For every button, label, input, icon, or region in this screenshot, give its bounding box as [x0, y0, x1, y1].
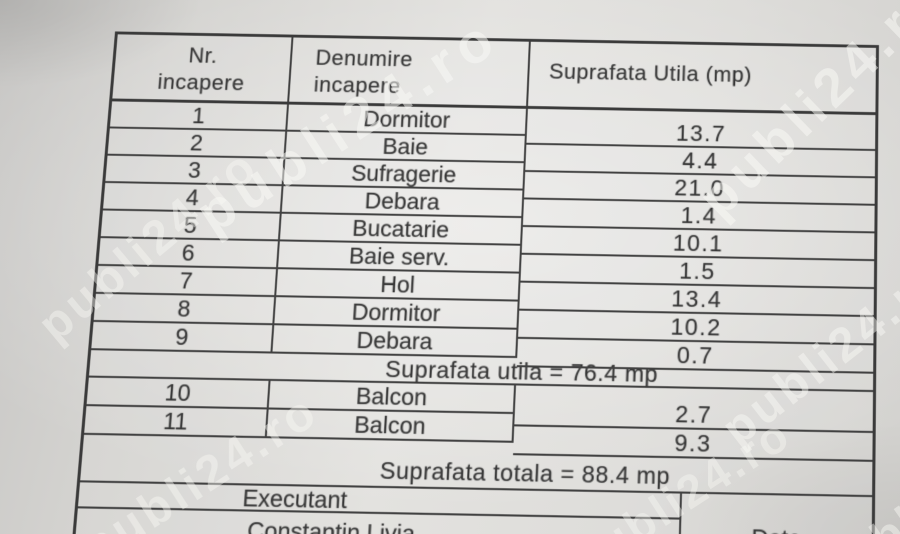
data-label-cell: Data [680, 494, 872, 534]
table-border: Nr. incapere Denumire incapere Suprafata… [70, 31, 879, 534]
room-name: Dormitor [287, 105, 528, 136]
room-name: Sufragerie [284, 159, 526, 191]
room-number: 6 [98, 238, 280, 269]
rooms-left-columns: 1 Dormitor 2 Baie 3 Sufragerie 4 Debara [91, 101, 528, 358]
room-number: 1 [110, 101, 289, 131]
header-room-number-line2: incapere [113, 68, 290, 98]
room-name: Balcon [269, 381, 516, 414]
room-number: 4 [103, 183, 284, 214]
header-room-number: Nr. incapere [112, 34, 293, 101]
area-values-column: 13.7 4.4 21.0 1.4 10.1 1.5 13.4 10.2 0.7 [517, 118, 876, 374]
room-name: Baie [285, 132, 526, 164]
room-name: Bucatarie [280, 214, 523, 246]
balcony-area-values-column: 2.7 9.3 [513, 398, 873, 462]
room-number: 7 [96, 266, 278, 297]
rooms-block: 1 Dormitor 2 Baie 3 Sufragerie 4 Debara [91, 101, 875, 364]
room-number: 3 [105, 156, 285, 187]
room-name: Debara [282, 186, 525, 218]
room-name: Balcon [267, 410, 515, 443]
room-name: Hol [276, 269, 521, 301]
header-usable-area: Suprafata Utila (mp) [528, 42, 876, 112]
header-room-name-line2: incapere [313, 71, 527, 102]
header-room-number-line1: Nr. [115, 41, 291, 71]
room-number: 10 [86, 378, 270, 410]
scanned-document-page: Nr. incapere Denumire incapere Suprafata… [0, 0, 900, 534]
header-room-name: Denumire incapere [289, 37, 531, 105]
room-number: 8 [94, 294, 277, 325]
room-name: Dormitor [274, 297, 519, 330]
room-area-table: Nr. incapere Denumire incapere Suprafata… [70, 31, 879, 534]
room-name: Baie serv. [278, 241, 522, 273]
header-room-name-line1: Denumire [315, 45, 529, 76]
room-number: 5 [101, 210, 282, 241]
room-number: 2 [108, 128, 288, 158]
room-name: Debara [272, 325, 518, 358]
balcony-left-columns: 10 Balcon 11 Balcon [84, 378, 516, 443]
room-number: 9 [91, 322, 274, 354]
room-number: 11 [84, 406, 269, 438]
